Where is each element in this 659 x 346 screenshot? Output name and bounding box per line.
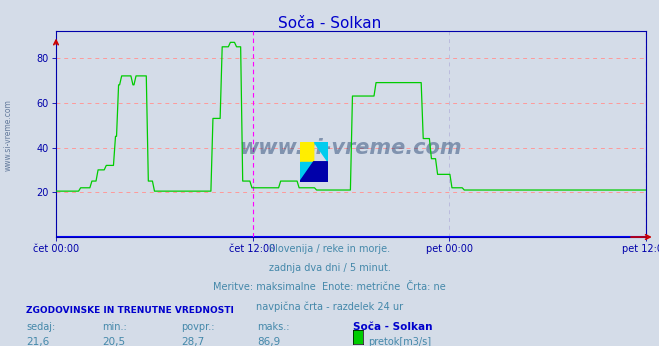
Text: 21,6: 21,6 [26, 337, 49, 346]
Text: ZGODOVINSKE IN TRENUTNE VREDNOSTI: ZGODOVINSKE IN TRENUTNE VREDNOSTI [26, 306, 234, 315]
Text: 20,5: 20,5 [102, 337, 125, 346]
Text: min.:: min.: [102, 322, 127, 333]
Text: navpična črta - razdelek 24 ur: navpična črta - razdelek 24 ur [256, 301, 403, 311]
Polygon shape [300, 142, 314, 162]
Polygon shape [300, 162, 328, 182]
Text: Slovenija / reke in morje.: Slovenija / reke in morje. [269, 244, 390, 254]
Text: maks.:: maks.: [257, 322, 289, 333]
Text: Meritve: maksimalne  Enote: metrične  Črta: ne: Meritve: maksimalne Enote: metrične Črta… [213, 282, 446, 292]
Text: 86,9: 86,9 [257, 337, 280, 346]
Text: zadnja dva dni / 5 minut.: zadnja dva dni / 5 minut. [269, 263, 390, 273]
Text: Soča - Solkan: Soča - Solkan [353, 322, 432, 333]
Text: Soča - Solkan: Soča - Solkan [278, 16, 381, 30]
Polygon shape [300, 162, 314, 182]
Text: sedaj:: sedaj: [26, 322, 55, 333]
Polygon shape [314, 142, 328, 162]
Polygon shape [300, 142, 314, 162]
Text: www.si-vreme.com: www.si-vreme.com [4, 99, 13, 171]
Text: pretok[m3/s]: pretok[m3/s] [368, 337, 431, 346]
Text: www.si-vreme.com: www.si-vreme.com [240, 138, 462, 158]
Text: povpr.:: povpr.: [181, 322, 215, 333]
Text: 28,7: 28,7 [181, 337, 204, 346]
